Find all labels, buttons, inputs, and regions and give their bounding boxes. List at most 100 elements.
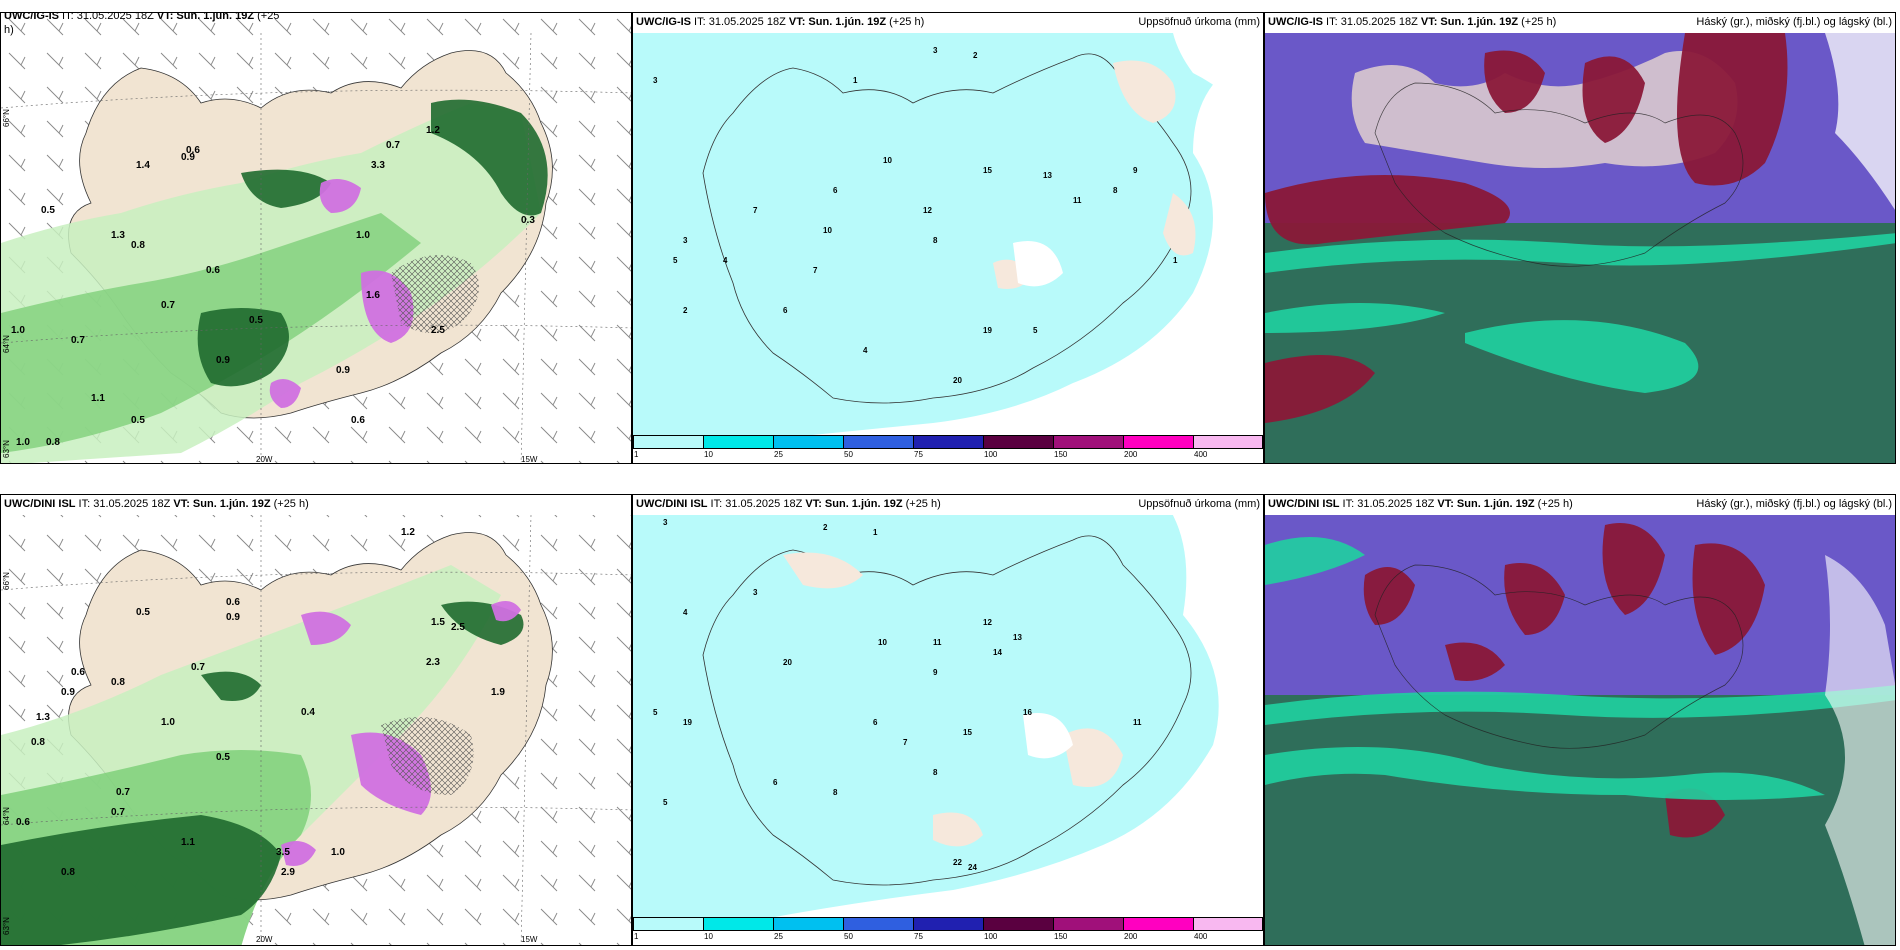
precip-value: 11: [933, 638, 942, 647]
map-panel-wind-igis: UWC/IG-IS IT: 31.05.2025 18Z VT: Sun. 1.…: [0, 12, 632, 464]
iceland-land: [702, 53, 1192, 404]
precip-value: 8: [933, 768, 938, 777]
lon-label: 15W: [521, 935, 538, 944]
legend-tick: 25: [774, 450, 783, 459]
precip-value: 8: [833, 788, 838, 797]
precip-value: 4: [683, 608, 688, 617]
precip-value: 8: [1113, 186, 1118, 195]
init-time: IT: 31.05.2025 18Z: [75, 498, 174, 510]
legend-swatch: [1123, 435, 1193, 449]
precip-value: 1: [1173, 256, 1178, 265]
legend-swatch: [633, 917, 703, 931]
precip-value: 11: [1133, 718, 1142, 727]
wind-value: 0.8: [131, 240, 145, 251]
legend-tick: 150: [1054, 932, 1068, 941]
precip-value: 13: [1013, 633, 1022, 642]
vt-label: VT:: [1420, 16, 1438, 28]
precip-values: 3 2 4 5 6 7 8 10 11 12 13 14 15 16 19 20…: [653, 518, 1142, 872]
legend-tick: 50: [844, 932, 853, 941]
precip-value: 9: [1133, 166, 1138, 175]
valid-time: Sun. 1.jún. 19Z: [821, 498, 903, 510]
precip-value: 4: [863, 346, 868, 355]
hatched-region: [391, 255, 479, 333]
precip-value: 19: [983, 326, 992, 335]
vt-label: VT:: [173, 498, 190, 510]
wind-value: 0.9: [61, 687, 75, 698]
wind-labels: 0.6 0.7 1.2 0.9 0.8 1.4 0.5 0.7 1.0 0.6 …: [11, 125, 535, 448]
cloud-clear: [1825, 33, 1895, 210]
wind-value: 0.9: [336, 365, 350, 376]
vt-label: VT:: [805, 498, 822, 510]
field-title: Háský (gr.), miðský (fj.bl.) og lágský (…: [1696, 16, 1892, 28]
low-cloud-bright: [1265, 537, 1895, 800]
precip-value: 9: [933, 668, 938, 677]
wind-value: 2.5: [451, 622, 465, 633]
legend-swatch: [983, 435, 1053, 449]
precip-area: [633, 33, 1263, 443]
lat-label: 63°N: [2, 440, 11, 458]
wind-value: 0.5: [41, 205, 55, 216]
map-panel-clouds-dini: UWC/DINI ISL IT: 31.05.2025 18Z VT: Sun.…: [1264, 494, 1896, 946]
precip-value: 5: [663, 798, 668, 807]
precip-value: 3: [663, 518, 668, 527]
precip-value: 7: [753, 206, 758, 215]
lead-time: (+25 h): [886, 16, 925, 28]
legend-swatch: [1053, 435, 1123, 449]
precip-value: 1: [853, 76, 858, 85]
precip-value: 24: [968, 863, 977, 872]
precip-value: 11: [1073, 196, 1082, 205]
wind-value: 1.0: [356, 230, 370, 241]
precip-value: 3: [753, 588, 758, 597]
legend-tick: 1: [634, 450, 639, 459]
legend-swatch: [703, 435, 773, 449]
wind-value: 2.3: [426, 657, 440, 668]
precip-value: 14: [993, 648, 1002, 657]
lat-label: 64°N: [2, 335, 11, 353]
coastline: [1374, 82, 1744, 267]
panel-header: UWC/IG-IS IT: 31.05.2025 18Z VT: Sun. 1.…: [1, 12, 631, 36]
field-title: Uppsöfnuð úrkoma (mm): [1138, 16, 1260, 28]
wind-value: 0.5: [216, 752, 230, 763]
precip-value: 2: [973, 51, 978, 60]
legend-tick: 400: [1194, 932, 1208, 941]
precip-value: 8: [933, 236, 938, 245]
wind-value: 0.9: [181, 152, 195, 163]
precip-value: 3: [933, 46, 938, 55]
legend-swatch: [1193, 435, 1263, 449]
legend-tick: 50: [844, 450, 853, 459]
precip-value: 16: [1023, 708, 1032, 717]
wind-value: 0.3: [521, 215, 535, 226]
lat-label: 66°N: [2, 572, 11, 590]
wind-value: 3.3: [371, 160, 385, 171]
hatched-region: [381, 717, 474, 795]
legend-swatch: [633, 435, 703, 449]
legend-tick: 100: [984, 932, 998, 941]
wind-value: 0.9: [226, 612, 240, 623]
lat-label: 66°N: [2, 109, 11, 127]
wind-value: 1.3: [36, 712, 50, 723]
wind-value: 0.8: [31, 737, 45, 748]
lat-label: 64°N: [2, 807, 11, 825]
precip-value: 6: [873, 718, 878, 727]
precip-value: 20: [783, 658, 792, 667]
precip-value: 4: [723, 256, 728, 265]
wind-value: 0.6: [226, 597, 240, 608]
wind-value: 1.1: [91, 393, 105, 404]
init-time: IT: 31.05.2025 18Z: [707, 498, 806, 510]
legend-tick: 400: [1194, 450, 1208, 459]
wind-zone-dark: [1, 601, 524, 945]
wind-value: 0.7: [386, 140, 400, 151]
legend-swatch: [983, 917, 1053, 931]
wind-value: 0.7: [161, 300, 175, 311]
legend-tick: 150: [1054, 450, 1068, 459]
legend-swatch: [1053, 917, 1123, 931]
map-panel-wind-dini: UWC/DINI ISL IT: 31.05.2025 18Z VT: Sun.…: [0, 494, 632, 946]
init-time: IT: 31.05.2025 18Z: [59, 12, 157, 22]
valid-time: Sun. 1.jún. 19Z: [1437, 16, 1519, 28]
precip-value: 22: [953, 858, 962, 867]
init-time: IT: 31.05.2025 18Z: [1323, 16, 1421, 28]
wind-value: 0.5: [136, 607, 150, 618]
vt-label: VT:: [156, 12, 174, 22]
precip-value: 3: [683, 236, 688, 245]
clear-patch: [1023, 515, 1263, 915]
